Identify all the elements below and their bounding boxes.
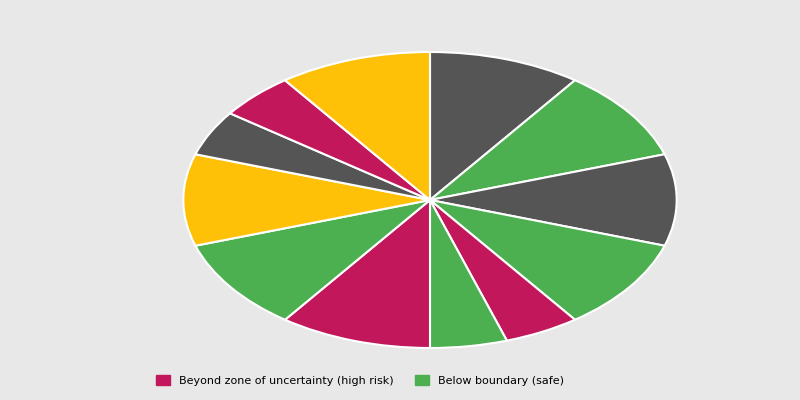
Wedge shape (285, 52, 430, 200)
Wedge shape (430, 80, 665, 200)
Wedge shape (183, 154, 430, 246)
Wedge shape (430, 200, 575, 341)
Wedge shape (195, 200, 430, 320)
Wedge shape (230, 80, 430, 200)
Wedge shape (430, 52, 575, 200)
Wedge shape (430, 200, 507, 348)
Wedge shape (195, 113, 430, 200)
Legend: Beyond zone of uncertainty (high risk), Below boundary (safe): Beyond zone of uncertainty (high risk), … (152, 371, 568, 390)
Wedge shape (430, 154, 677, 246)
Wedge shape (285, 200, 430, 348)
Wedge shape (430, 200, 665, 320)
